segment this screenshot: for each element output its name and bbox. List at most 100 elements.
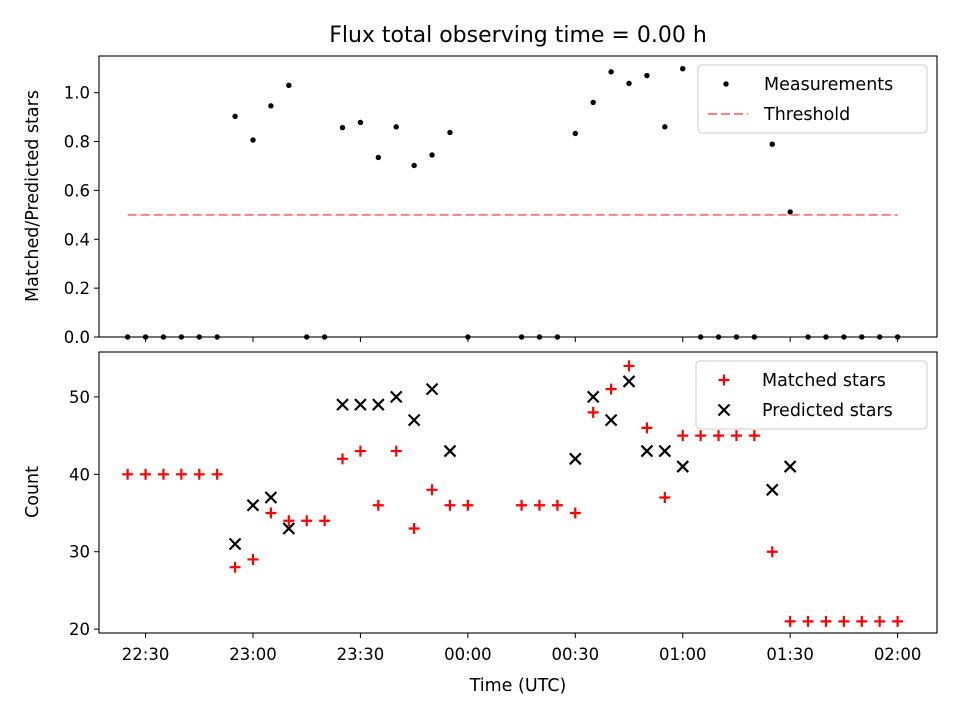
measurement-point [590,99,596,106]
matched-star-point [766,546,778,558]
matched-star-point [695,430,707,442]
matched-star-point [319,515,331,527]
measurement-point [626,80,632,87]
top-axes: 0.0 0.2 0.4 0.6 0.8 1.0 Measurements Threshold [64,55,938,347]
bottom-x-tick-label: 02:00 [874,645,922,664]
measurement-point [680,66,686,72]
matched-star-point [838,615,850,627]
measurement-point [411,162,417,169]
predicted-star-point [783,460,797,473]
predicted-star-point [604,413,618,427]
legend-x-marker [717,403,731,417]
measurement-point [160,334,167,340]
top-y-tick-label: 0.0 [64,328,90,347]
matched-star-point [462,499,474,511]
bottom-legend-item-predicted-stars: Predicted stars [717,401,893,421]
matched-star-point [211,468,223,480]
matched-star-point [444,499,456,511]
predicted-star-point [336,398,349,411]
matched-star-point [175,468,187,480]
legend-label: Measurements [764,75,893,95]
matched-star-point [874,615,886,627]
matched-star-point [677,430,689,442]
bottom-x-tick-label: 01:00 [659,645,707,664]
matched-star-point [157,468,169,480]
matched-star-point [784,615,796,627]
top-legend-item-measurements: Measurements [723,75,893,95]
predicted-star-point [765,483,779,497]
predicted-star-point [228,537,242,551]
measurement-point [751,334,758,340]
predicted-star-point [425,382,439,396]
predicted-star-point [372,398,385,411]
matched-star-point [193,468,205,480]
bottom-x-tick-label: 00:00 [444,645,492,664]
matched-star-point [283,515,295,527]
measurement-point [823,334,829,340]
measurement-point [769,141,775,147]
measurement-point [447,129,453,136]
bottom-plot-frame [98,351,938,634]
legend-label: Threshold [763,105,850,125]
predicted-star-point [407,413,421,427]
measurement-point [232,113,238,120]
top-y-tick-label: 0.4 [64,230,90,249]
measurement-point [142,334,149,340]
measurement-point [518,334,525,340]
matched-star-point [605,383,617,395]
measurement-point [662,124,668,130]
measurement-point [124,334,131,340]
bottom-axes: 20 30 40 50 22:30 23:00 23:30 00:00 00:30 01:00 01… [69,351,938,664]
matched-star-point [408,522,420,534]
matched-star-point [730,430,742,442]
top-series-measurements [124,66,901,340]
measurement-point [572,130,578,137]
measurement-point [357,119,364,126]
bottom-x-tick-label: 22:30 [122,645,170,664]
legend-dot-marker [723,81,729,87]
matched-star-point [247,553,259,565]
predicted-star-point [640,444,654,458]
measurement-point [214,334,220,340]
matched-star-point [551,499,563,511]
top-y-axis-label: Matched/Predicted stars [23,90,43,302]
measurement-point [554,334,561,340]
top-legend-item-threshold: Threshold [708,105,850,125]
bottom-y-tick-label: 40 [69,465,90,484]
matched-star-point [265,507,277,519]
top-y-tick-label: 0.6 [64,181,90,200]
predicted-star-point [622,375,636,388]
matched-star-point [301,515,313,527]
measurement-point [429,152,435,158]
measurement-point [859,334,865,340]
measurement-point [697,334,704,340]
matched-star-point [802,615,814,627]
measurement-point [304,334,310,340]
measurement-point [894,334,901,340]
matched-star-point [569,507,581,519]
x-axis-label: Time (UTC) [469,676,567,696]
bottom-x-tick-label: 23:00 [229,645,277,664]
measurement-point [733,334,740,340]
bottom-series-matched-stars [122,360,904,627]
measurement-point [250,137,256,143]
matched-star-point [533,499,545,511]
measurement-point [321,334,328,340]
measurement-point [375,154,382,161]
matched-star-point [140,468,152,480]
matched-star-point [229,561,241,573]
top-legend-box [697,64,928,134]
measurement-point [465,334,471,340]
matched-star-point [856,615,868,627]
legend-plus-marker [718,374,730,386]
matched-star-point [337,453,349,465]
bottom-legend: Matched stars Predicted stars [695,360,928,430]
measurement-point [805,334,811,340]
measurement-point [196,334,202,340]
predicted-star-point [676,460,690,473]
matched-star-point [354,445,366,457]
measurement-point [787,209,793,215]
top-plot-frame [98,55,938,338]
measurement-point [178,334,185,340]
bottom-x-tick-label: 23:30 [337,645,385,664]
